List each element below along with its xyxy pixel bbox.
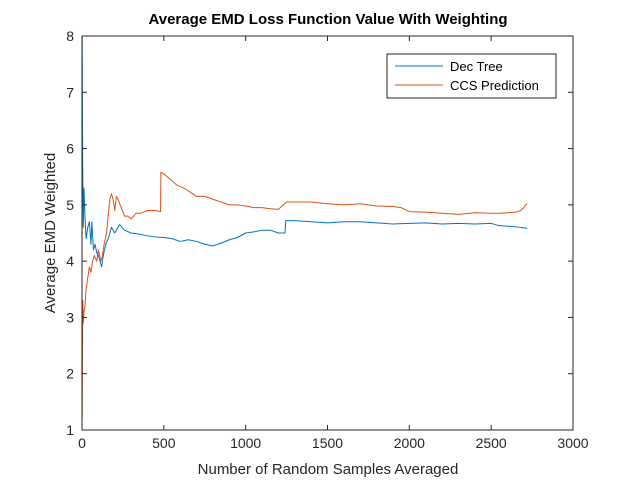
plot-area: 0 500 1000 1500 2000 2500 3000 1 2 3 4 5 6 7 8 <box>66 28 589 451</box>
legend-entries: Dec Tree CCS Prediction <box>395 59 539 93</box>
y-tick-label: 3 <box>66 309 74 325</box>
y-tick-label: 4 <box>66 253 74 269</box>
x-tick-label: 1000 <box>230 435 261 451</box>
x-tick-label: 0 <box>78 435 86 451</box>
chart-title: Average EMD Loss Function Value With Wei… <box>148 11 507 28</box>
y-tick-label: 1 <box>66 422 74 438</box>
y-tick-label: 2 <box>66 366 74 382</box>
series-line-1 <box>81 35 528 268</box>
y-ticks: 1 2 3 4 5 6 7 8 <box>66 28 573 438</box>
legend-label-2: CCS Prediction <box>450 78 539 93</box>
y-tick-label: 5 <box>66 197 74 213</box>
x-tick-label: 1500 <box>312 435 343 451</box>
x-tick-label: 500 <box>152 435 176 451</box>
x-axis-label: Number of Random Samples Averaged <box>198 461 459 478</box>
legend: Dec Tree CCS Prediction <box>386 53 557 99</box>
y-axis-label: Average EMD Weighted <box>42 153 59 313</box>
legend-label-1: Dec Tree <box>450 59 503 74</box>
y-tick-label: 6 <box>66 141 74 157</box>
y-tick-label: 8 <box>66 28 74 44</box>
legend-box <box>386 53 557 99</box>
series-line-2 <box>81 171 528 419</box>
plot-background <box>82 36 573 430</box>
x-tick-label: 2000 <box>394 435 425 451</box>
x-tick-label: 3000 <box>557 435 588 451</box>
series-layer <box>81 35 528 419</box>
y-tick-label: 7 <box>66 84 74 100</box>
x-tick-label: 2500 <box>476 435 507 451</box>
x-ticks: 0 500 1000 1500 2000 2500 3000 <box>78 36 589 451</box>
